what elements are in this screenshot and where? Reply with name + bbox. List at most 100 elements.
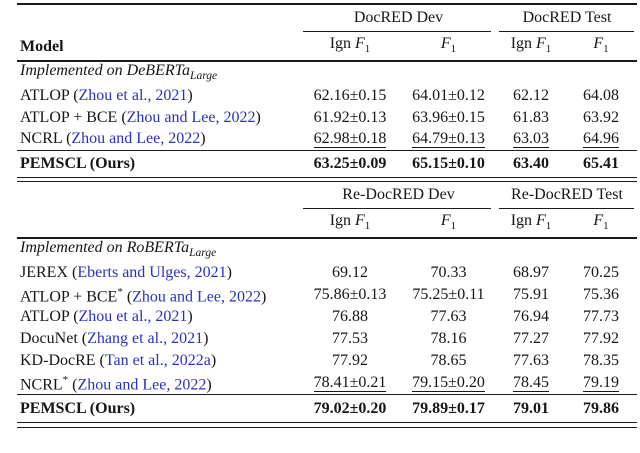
model-cell: ATLOP (Zhou et al., 2021)	[20, 308, 193, 325]
re-docred-results-table: Re-DocRED Dev Re-DocRED Test Ign F1 F1 Ign F…	[17, 182, 637, 428]
model-row: ATLOP + BCE* (Zhou and Lee, 2022) 75.86±0…	[17, 284, 637, 306]
col-header-model: Model	[20, 38, 64, 55]
f1-subscript: 1	[545, 220, 552, 233]
f1-subscript: 1	[545, 43, 552, 56]
f1-subscript: 1	[450, 43, 457, 56]
metric-value: 79.01	[513, 400, 549, 417]
cmidrule-test-cell	[497, 207, 637, 209]
model-name: ATLOP + BCE	[20, 288, 118, 306]
metric-value: 61.83	[513, 108, 549, 126]
f1-symbol: F	[593, 35, 604, 53]
highlight-row: PEMSCL (Ours) 63.25±0.09 65.15±0.10 63.40 65…	[17, 151, 637, 177]
model-row: ATLOP (Zhou et al., 2021) 62.16±0.15 64.01…	[17, 85, 637, 107]
model-name: ATLOP	[20, 308, 70, 325]
f1-symbol: F	[440, 35, 451, 53]
col-header-metric: Ign F1	[329, 212, 371, 233]
citation-link[interactable]: Zhou et al., 2021	[78, 87, 188, 104]
section-label: Implemented on RoBERTaLarge	[20, 238, 217, 260]
citation-link[interactable]: Zhang et al., 2021	[87, 330, 204, 347]
metric-value: 70.33	[430, 264, 467, 281]
docred-results-table: DocRED Dev DocRED Test Model Ign F1 F1 Ign F1…	[17, 3, 637, 182]
metric-value: 70.25	[583, 264, 619, 281]
metric-value: 79.02±0.20	[313, 400, 387, 417]
underlined-value: 63.03	[513, 130, 549, 148]
model-cell: JEREX (Eberts and Ulges, 2021)	[20, 264, 232, 281]
results-tables: DocRED Dev DocRED Test Model Ign F1 F1 Ign F1…	[17, 3, 637, 428]
group-header-row: DocRED Dev DocRED Test	[17, 5, 637, 30]
model-name: PEMSCL (Ours)	[20, 400, 136, 417]
f1-subscript: 1	[603, 220, 609, 233]
citation-link[interactable]: Zhou and Lee, 2022	[71, 130, 201, 147]
cmidrule-row	[17, 30, 637, 34]
metric-value: 69.12	[332, 264, 368, 281]
metric-value: 64.01±0.12	[412, 87, 485, 104]
col-header-metric: Ign F1	[329, 35, 371, 56]
col-header-metric: Ign F1	[510, 212, 552, 233]
model-cell: ATLOP + BCE (Zhou and Lee, 2022)	[20, 108, 261, 126]
metric-value: 77.63	[430, 308, 467, 325]
f1-symbol: F	[536, 35, 546, 53]
model-name: NCRL	[20, 376, 63, 394]
metric-value: 77.53	[332, 330, 368, 347]
metric-value: 63.92	[583, 108, 619, 126]
metric-value: 68.97	[513, 264, 549, 281]
col-header-metric: Ign F1	[510, 35, 552, 56]
cmidrule-dev	[303, 208, 491, 209]
metric-value: 62.16±0.15	[313, 87, 387, 104]
column-header-row: Model Ign F1 F1 Ign F1 F1	[17, 34, 637, 60]
section-row: Implemented on RoBERTaLarge	[17, 239, 637, 262]
metric-value: 63.40	[513, 154, 549, 172]
model-row: NCRL* (Zhou and Lee, 2022) 78.41±0.21 79.1…	[17, 372, 637, 394]
model-name: ATLOP	[20, 87, 70, 104]
midrule	[17, 394, 637, 395]
model-name: DocuNet	[20, 330, 78, 347]
model-cell: PEMSCL (Ours)	[17, 395, 300, 422]
metric-value: 76.94	[513, 308, 549, 325]
cmidrule-row	[17, 207, 637, 211]
metric-value: 63.96±0.15	[412, 108, 485, 126]
underlined-value: 79.19	[583, 374, 619, 392]
f1-symbol: F	[355, 212, 365, 230]
citation-link[interactable]: Zhou et al., 2021	[78, 308, 188, 325]
model-cell: NCRL (Zhou and Lee, 2022)	[20, 130, 206, 147]
metric-value: 62.12	[513, 87, 549, 104]
metric-value: 64.96	[565, 128, 637, 150]
citation-link[interactable]: Eberts and Ulges, 2021	[77, 264, 227, 281]
underlined-value: 79.15±0.20	[412, 374, 485, 392]
midrule	[17, 149, 637, 151]
section-label: Implemented on DeBERTaLarge	[20, 61, 218, 83]
metric-value: 78.45	[497, 372, 565, 394]
metric-value: 77.92	[583, 330, 619, 347]
metric-value: 78.16	[430, 330, 467, 347]
f1-subscript: 1	[364, 220, 371, 233]
model-row: ATLOP + BCE (Zhou and Lee, 2022) 61.92±0.…	[17, 107, 637, 129]
header-rule	[17, 237, 637, 239]
citation-link[interactable]: Zhou and Lee, 2022	[126, 108, 256, 126]
metric-value: 75.91	[513, 286, 549, 303]
citation-link[interactable]: Zhou and Lee, 2022	[132, 288, 262, 306]
metric-value: 64.79±0.13	[400, 128, 497, 150]
model-cell: KD-DocRE (Tan et al., 2022a)	[20, 352, 217, 369]
metric-value: 75.36	[583, 286, 619, 303]
col-header-metric: F1	[565, 31, 637, 62]
model-cell: ATLOP + BCE* (Zhou and Lee, 2022)	[20, 286, 267, 306]
f1-symbol: F	[593, 212, 604, 230]
cmidrule-dev	[303, 31, 491, 32]
group-header-dev: DocRED Dev	[353, 9, 444, 26]
citation-link[interactable]: Tan et al., 2022a	[104, 352, 211, 369]
model-cell: DocuNet (Zhang et al., 2021)	[20, 330, 209, 347]
metric-value: 77.92	[332, 352, 368, 369]
metric-value: 78.41±0.21	[300, 372, 400, 394]
citation-link[interactable]: Zhou and Lee, 2022	[77, 376, 207, 394]
f1-subscript: 1	[450, 220, 457, 233]
metric-value: 61.92±0.13	[313, 108, 387, 126]
f1-symbol: F	[536, 212, 546, 230]
metric-value: 75.25±0.11	[412, 286, 485, 303]
f1-symbol: F	[440, 212, 451, 230]
header-rule	[17, 60, 637, 62]
underlined-value: 78.41±0.21	[313, 374, 387, 392]
metric-value: 79.86	[583, 400, 619, 417]
model-row: JEREX (Eberts and Ulges, 2021) 69.12 70.33…	[17, 262, 637, 284]
model-row: DocuNet (Zhang et al., 2021) 77.53 78.16 77…	[17, 328, 637, 350]
group-header-test: Re-DocRED Test	[511, 186, 623, 203]
